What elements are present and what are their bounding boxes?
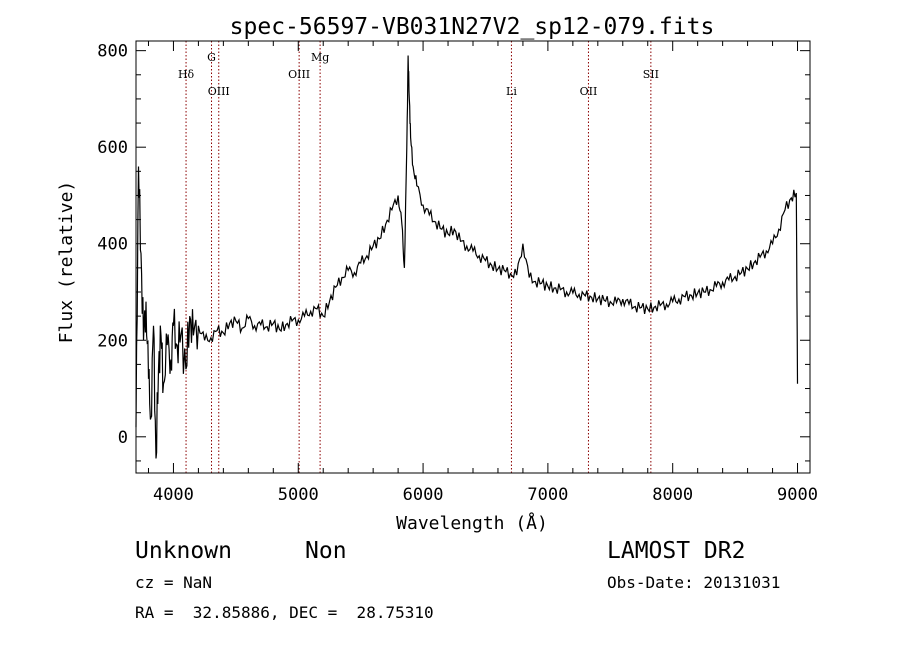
obs-date: Obs-Date: 20131031 (607, 573, 781, 592)
marker-label: Hδ (178, 68, 195, 81)
redshift-cz: cz = NaN (135, 573, 213, 592)
marker-label: OIII (208, 85, 230, 98)
x-tick-label: 5000 (278, 485, 319, 505)
y-tick-label: 800 (97, 42, 128, 62)
object-subclass: Non (305, 538, 347, 564)
marker-label: SII (643, 68, 659, 81)
x-tick-label: 9000 (777, 485, 818, 505)
x-tick-label: 7000 (527, 485, 568, 505)
y-axis-ticks: 0 200 400 600 800 (97, 42, 810, 462)
marker-label: Li (506, 85, 517, 98)
y-axis-label: Flux (relative) (56, 181, 77, 344)
spectrum-line (135, 55, 799, 459)
x-axis-label: Wavelength (Å) (396, 512, 548, 534)
y-tick-label: 400 (97, 235, 128, 255)
y-tick-label: 0 (118, 428, 128, 448)
marker-label: Mg (311, 51, 329, 64)
marker-label: OIII (288, 68, 310, 81)
y-tick-label: 200 (97, 331, 128, 351)
x-tick-label: 6000 (403, 485, 444, 505)
marker-label: G (207, 51, 216, 64)
ra-dec-coords: RA = 32.85886, DEC = 28.75310 (135, 603, 434, 622)
plot-frame (135, 40, 811, 474)
object-class: Unknown (135, 538, 232, 564)
chart-title: spec-56597-VB031N27V2_sp12-079.fits (230, 14, 715, 40)
y-tick-label: 600 (97, 138, 128, 158)
marker-label: OII (580, 85, 598, 98)
x-tick-label: 4000 (153, 485, 194, 505)
x-axis-ticks: 4000 5000 6000 7000 8000 9000 (147, 41, 818, 505)
survey-name: LAMOST DR2 (607, 538, 746, 564)
x-tick-label: 8000 (652, 485, 693, 505)
